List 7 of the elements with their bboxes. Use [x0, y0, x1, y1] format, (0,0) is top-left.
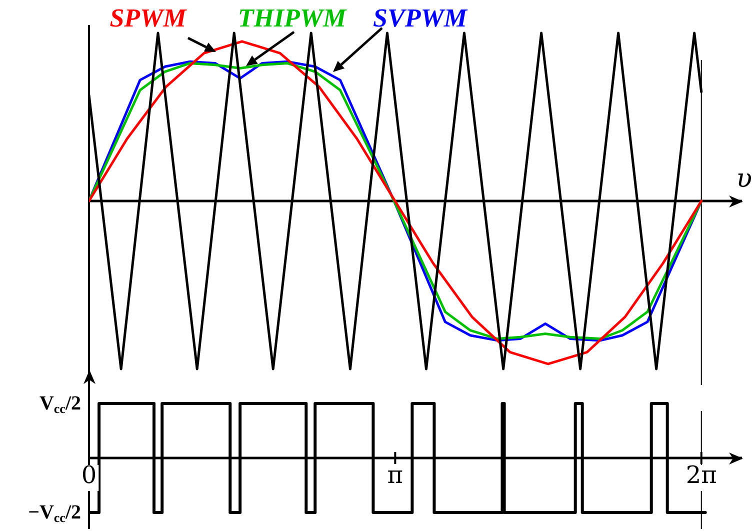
x-tick-label: 0: [81, 461, 97, 490]
series-label: SPWM: [110, 4, 188, 33]
x-tick-label: π: [387, 461, 404, 490]
x-tick-label: 2π: [686, 461, 717, 490]
series-label: THIPWM: [238, 4, 348, 33]
text: SVPWM: [373, 4, 468, 33]
x-axis-title: υ: [736, 164, 752, 194]
